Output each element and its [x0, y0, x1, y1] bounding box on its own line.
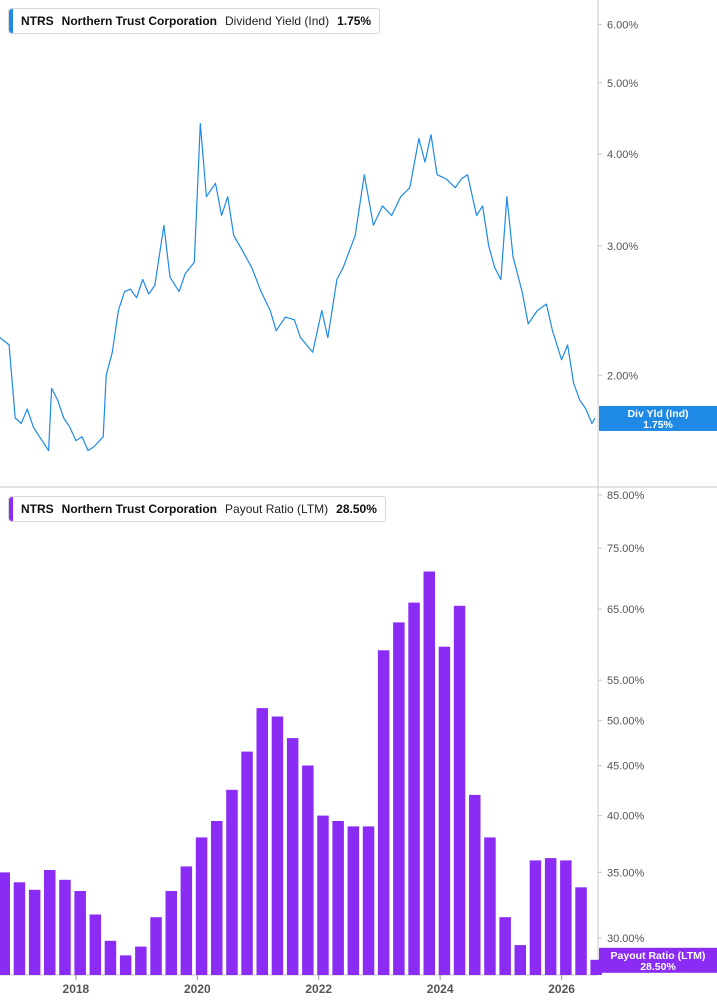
top-legend-company: Northern Trust Corporation — [61, 14, 218, 28]
payout-ratio-bar — [423, 571, 435, 975]
payout-ratio-bar — [271, 716, 284, 975]
payout-tag-name: Payout Ratio (LTM) — [611, 950, 706, 962]
payout-ratio-bar — [453, 605, 466, 975]
top-legend-metric: Dividend Yield (Ind) — [225, 14, 330, 28]
payout-ratio-bar — [362, 826, 375, 975]
payout-ratio-bar — [104, 940, 117, 975]
payout-ratio-bar — [211, 821, 223, 975]
bottom-y-tick-label: 50.00% — [607, 716, 645, 728]
bottom-y-tick-label: 65.00% — [607, 604, 645, 616]
payout-ratio-bar — [165, 891, 177, 975]
bottom-y-tick-label: 45.00% — [607, 761, 645, 773]
top-y-tick-label: 5.00% — [607, 78, 638, 90]
dividend-yield-line — [0, 123, 596, 452]
x-tick-label: 2018 — [63, 982, 90, 996]
payout-ratio-bar — [119, 955, 132, 975]
payout-ratio-bar — [393, 622, 405, 975]
bottom-y-tick-label: 30.00% — [607, 933, 645, 945]
div-yield-tag-name: Div Yld (Ind) — [627, 408, 688, 420]
div-yield-value-tag — [599, 405, 717, 431]
payout-ratio-bar — [180, 866, 193, 975]
bottom-y-tick-label: 75.00% — [607, 543, 645, 555]
payout-ratio-bar — [514, 945, 526, 975]
payout-ratio-bar — [302, 765, 314, 975]
payout-ratio-bar — [0, 872, 10, 975]
payout-ratio-bar — [59, 879, 71, 975]
bottom-legend-swatch — [9, 497, 13, 521]
x-tick-label: 2022 — [305, 982, 332, 996]
top-y-tick-label: 4.00% — [607, 149, 638, 161]
payout-ratio-bar — [575, 887, 587, 975]
payout-ratio-bar — [28, 889, 41, 975]
payout-ratio-bar — [529, 860, 542, 975]
payout-ratio-bar — [469, 794, 481, 975]
x-tick-label: 2026 — [548, 982, 575, 996]
top-legend-swatch — [9, 9, 13, 33]
div-yield-tag-value: 1.75% — [643, 419, 673, 431]
bottom-y-tick-label: 40.00% — [607, 811, 645, 823]
bottom-legend-metric: Payout Ratio (LTM) — [225, 502, 329, 516]
top-legend[interactable]: NTRS Northern Trust Corporation Dividend… — [8, 8, 381, 34]
payout-ratio-bar — [150, 917, 162, 975]
payout-ratio-value-tag — [599, 947, 717, 973]
payout-ratio-bar — [317, 815, 329, 975]
top-y-tick-label: 2.00% — [607, 370, 638, 382]
x-tick-label: 2020 — [184, 982, 211, 996]
payout-ratio-bar — [377, 650, 390, 975]
top-y-tick-label: 6.00% — [607, 20, 638, 32]
bottom-legend-company: Northern Trust Corporation — [61, 502, 218, 516]
payout-ratio-bar — [256, 708, 268, 975]
bottom-y-tick-label: 55.00% — [607, 675, 645, 687]
bottom-y-tick-label: 85.00% — [607, 490, 645, 502]
payout-ratio-bar — [499, 917, 511, 975]
x-tick-label: 2024 — [427, 982, 454, 996]
payout-ratio-bar — [135, 946, 147, 975]
top-y-tick-label: 3.00% — [607, 241, 638, 253]
bottom-legend-ticker: NTRS — [21, 502, 54, 516]
top-legend-value: 1.75% — [337, 14, 372, 28]
payout-ratio-bar — [13, 882, 26, 975]
payout-ratio-bar — [44, 870, 56, 975]
bottom-y-tick-label: 35.00% — [607, 867, 645, 879]
payout-ratio-bar — [347, 826, 360, 975]
payout-ratio-bar — [89, 914, 102, 975]
bottom-legend[interactable]: NTRS Northern Trust Corporation Payout R… — [8, 496, 386, 522]
bottom-legend-value: 28.50% — [336, 502, 377, 516]
payout-ratio-bar — [438, 646, 451, 975]
payout-ratio-bar — [408, 602, 420, 975]
payout-ratio-bar — [544, 858, 557, 975]
payout-tag-value: 28.50% — [640, 961, 676, 973]
top-legend-ticker: NTRS — [21, 14, 54, 28]
payout-ratio-bar — [226, 789, 238, 975]
payout-ratio-bar — [241, 751, 253, 975]
payout-ratio-bar — [286, 738, 299, 975]
payout-ratio-bar — [332, 821, 344, 975]
payout-ratio-bar — [484, 837, 496, 975]
payout-ratio-bar — [74, 891, 86, 975]
payout-ratio-bar — [560, 860, 572, 975]
payout-ratio-bar — [590, 959, 602, 975]
payout-ratio-bar — [195, 837, 208, 975]
